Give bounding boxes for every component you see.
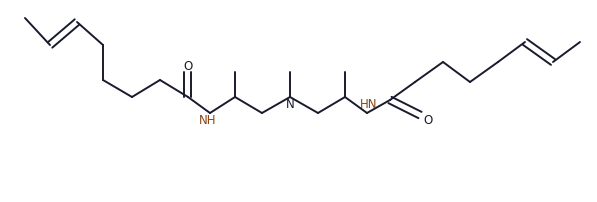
Text: N: N	[285, 99, 294, 112]
Text: HN: HN	[360, 99, 378, 112]
Text: NH: NH	[199, 115, 217, 127]
Text: O: O	[423, 114, 433, 126]
Text: O: O	[183, 61, 193, 74]
